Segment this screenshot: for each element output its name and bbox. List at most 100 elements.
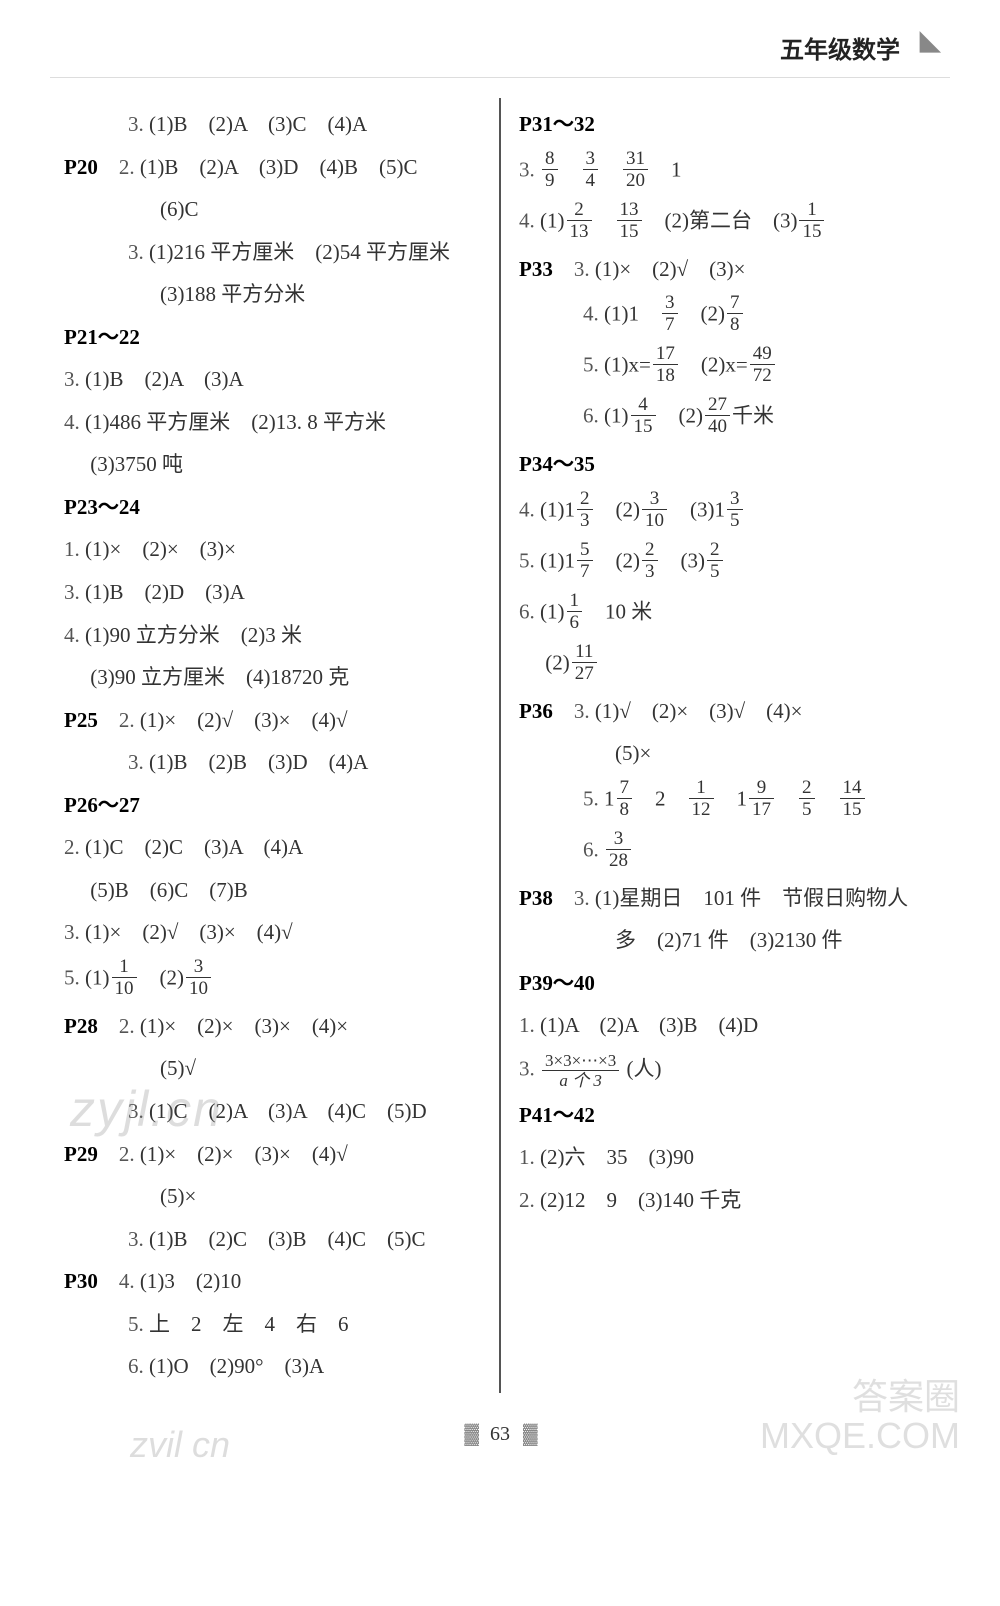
fraction: 35 <box>727 489 743 530</box>
question-num: 3. <box>519 157 535 181</box>
answer-line: 6. (1)O (2)90° (3)A <box>64 1350 481 1383</box>
answer-text <box>553 699 574 723</box>
question-num: 3. <box>128 112 144 136</box>
question-num: 3. <box>64 920 80 944</box>
fraction: 213 <box>567 200 592 241</box>
answer-text: (1)× (2)× (3)× (4)× <box>135 1014 349 1038</box>
answer-text: (1)1 <box>535 497 575 521</box>
question-num: 3. <box>574 699 590 723</box>
fraction: 78 <box>727 293 743 334</box>
answer-line: 5. (1)157 (2)23 (3)25 <box>519 542 936 583</box>
question-num: 2. <box>119 1014 135 1038</box>
fraction: 37 <box>662 293 678 334</box>
page-ref: P38 <box>519 886 553 910</box>
answer-text: (1)× (2)× (3)× (4)√ <box>135 1142 348 1166</box>
question-num: 5. <box>128 1312 144 1336</box>
answer-text: (1)1 <box>535 548 575 572</box>
answer-text: (1)90 立方分米 (2)3 米 <box>80 623 302 647</box>
fraction: 57 <box>577 540 593 581</box>
question-num: 3. <box>574 886 590 910</box>
answer-text <box>594 208 615 232</box>
answer-text: (1)x= <box>599 352 651 376</box>
question-num: 1. <box>64 537 80 561</box>
page-ref: P30 <box>64 1269 98 1293</box>
answer-line: 3. 89 34 3120 1 <box>519 151 936 192</box>
fraction: 1127 <box>572 642 597 683</box>
answer-text <box>776 786 797 810</box>
answer-text: (3) <box>660 548 706 572</box>
pagenum-deco-left: ▓ <box>464 1423 477 1445</box>
answer-line: 3. (1)× (2)√ (3)× (4)√ <box>64 916 481 949</box>
answer-text <box>560 157 581 181</box>
answer-line: P26～27 <box>64 789 481 822</box>
page-ref: P25 <box>64 708 98 732</box>
answer-line: (5)√ <box>64 1052 481 1085</box>
answer-text: (2) <box>595 497 641 521</box>
answer-text: (2)六 35 (3)90 <box>535 1145 694 1169</box>
answer-line: 5. (1)110 (2)310 <box>64 959 481 1000</box>
answer-text: 多 (2)71 件 (3)2130 件 <box>615 928 842 952</box>
answer-line: P38 3. (1)星期日 101 件 节假日购物人 <box>519 882 936 915</box>
answer-text: (2)12 9 (3)140 千克 <box>535 1188 741 1212</box>
question-num: 5. <box>583 352 599 376</box>
question-num: 2. <box>119 708 135 732</box>
answer-line: 4. (1)486 平方厘米 (2)13. 8 平方米 <box>64 406 481 439</box>
question-num: 6. <box>583 403 599 427</box>
page-header: 五年级数学 ◣ <box>50 30 950 78</box>
fraction: 25 <box>799 778 815 819</box>
right-column: P31～32 3. 89 34 3120 1 4. (1) 213 1315 (2)第… <box>505 98 950 1393</box>
answer-text: (1)C (2)A (3)A (4)C (5)D <box>144 1099 427 1123</box>
answer-text: (1)× (2)√ (3)× (4)√ <box>135 708 348 732</box>
answer-line: (3)188 平方分米 <box>64 278 481 311</box>
answer-text: (1)√ (2)× (3)√ (4)× <box>590 699 803 723</box>
answer-line: 3. (1)C (2)A (3)A (4)C (5)D <box>64 1095 481 1128</box>
answer-text: (1)C (2)C (3)A (4)A <box>80 835 303 859</box>
answer-line: P36 3. (1)√ (2)× (3)√ (4)× <box>519 695 936 728</box>
answer-text: (2)x= <box>680 352 748 376</box>
answer-text: (人) <box>621 1056 661 1080</box>
answer-text: (1)B (2)A (3)C (4)A <box>144 112 367 136</box>
question-num: 2. <box>119 1142 135 1166</box>
answer-line: P31～32 <box>519 108 936 141</box>
answer-text: (1)× (2)× (3)× <box>80 537 236 561</box>
answer-line: P34～35 <box>519 448 936 481</box>
question-num: 3. <box>64 580 80 604</box>
answer-line: P29 2. (1)× (2)× (3)× (4)√ <box>64 1138 481 1171</box>
fraction: 1315 <box>617 200 642 241</box>
fraction: 415 <box>631 395 656 436</box>
answer-line: P39～40 <box>519 967 936 1000</box>
page-ref: P34～35 <box>519 452 595 476</box>
question-num: 3. <box>519 1056 535 1080</box>
page-ref: P23～24 <box>64 495 140 519</box>
header-icon: ◣ <box>920 26 940 56</box>
answer-line: (2)1127 <box>519 644 936 685</box>
answer-text: (5)B (6)C (7)B <box>64 878 248 902</box>
answer-line: 3. (1)B (2)B (3)D (4)A <box>64 746 481 779</box>
fraction: 115 <box>799 200 824 241</box>
answer-line: P30 4. (1)3 (2)10 <box>64 1265 481 1298</box>
answer-text: (1)× (2)√ (3)× <box>590 257 746 281</box>
answer-text <box>98 155 119 179</box>
answer-line: (3)90 立方厘米 (4)18720 克 <box>64 661 481 694</box>
question-num: 3. <box>64 367 80 391</box>
page-ref: P41～42 <box>519 1103 595 1127</box>
answer-line: P23～24 <box>64 491 481 524</box>
answer-line: 2. (2)12 9 (3)140 千克 <box>519 1184 936 1217</box>
fraction: 1718 <box>653 344 678 385</box>
fraction: 112 <box>689 778 714 819</box>
answer-text <box>98 1142 119 1166</box>
question-num: 4. <box>583 301 599 325</box>
content-columns: 3. (1)B (2)A (3)C (4)AP20 2. (1)B (2)A (… <box>50 98 950 1393</box>
answer-text: (3)188 平方分米 <box>160 282 305 306</box>
answer-line: P33 3. (1)× (2)√ (3)× <box>519 253 936 286</box>
answer-text <box>599 837 604 861</box>
question-num: 2. <box>119 155 135 179</box>
answer-line: (5)× <box>64 1180 481 1213</box>
answer-line: 多 (2)71 件 (3)2130 件 <box>519 924 936 957</box>
fraction: 2740 <box>705 395 730 436</box>
column-divider <box>499 98 501 1393</box>
answer-text: 2 <box>634 786 687 810</box>
answer-text: (2)第二台 (3) <box>644 208 798 232</box>
answer-text: (1) <box>599 403 629 427</box>
pagenum-value: 63 <box>490 1423 510 1445</box>
